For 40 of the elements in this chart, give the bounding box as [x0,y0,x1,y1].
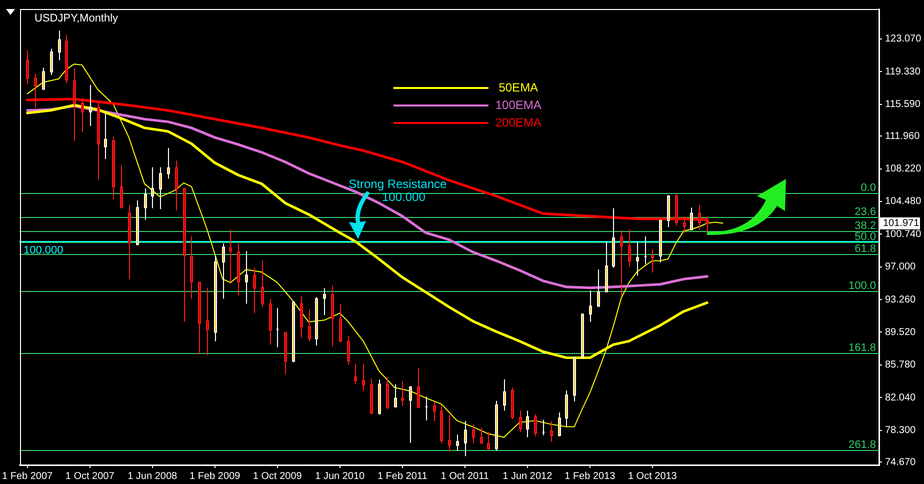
annotation: 23.6 [854,206,876,218]
y-tick-label: 115.590 [885,99,921,110]
text: 200EMA [495,115,542,130]
x-tick-label: 1 Jun 2010 [315,470,366,482]
y-tick-label: 108.220 [885,164,922,175]
x-tick-label: 1 Oct 2013 [628,470,678,482]
y-tick-label: 78.300 [885,425,916,436]
annotation: 61.8 [854,243,876,255]
y-tick-label: 74.670 [885,456,916,468]
annotation: 38.2 [854,220,876,232]
x-tick-label: 1 Oct 2009 [252,470,302,482]
y-tick-label: 82.040 [885,392,916,404]
x-tick-label: 1 Oct 2011 [440,470,490,482]
x-tick-label: 1 Feb 2011 [377,470,428,482]
x-tick-label: 1 Feb 2013 [564,470,616,482]
y-tick-label: 100.740 [885,228,922,240]
annotation: 161.8 [848,342,876,354]
annotation: 261.8 [848,439,876,451]
y-tick-label: 119.330 [885,66,921,78]
annotation: Strong Resistance 100.000 [348,176,448,204]
x-tick-label: 1 Feb 2007 [2,470,54,482]
x-tick-label: 1 Oct 2007 [65,470,115,482]
y-tick-label: 89.520 [885,326,916,338]
x-tick-label: 1 Jun 2012 [502,470,553,482]
annotation: 100.0 [848,280,876,292]
y-tick-label: 85.780 [885,360,916,371]
y-tick-label: 111.960 [885,130,920,142]
chart-title: USDJPY,Monthly [34,12,119,25]
x-tick-label: 1 Jun 2008 [128,470,178,482]
annotation: 101.971 [883,218,920,230]
ref-line-label: 100.000 [24,244,64,256]
y-tick-label: 97.000 [885,262,916,273]
y-tick-label: 104.480 [885,196,922,208]
annotation: 0.0 [860,182,876,194]
y-tick-label: 93.260 [885,294,916,306]
text: 50EMA [498,80,538,94]
y-tick-label: 123.070 [885,34,922,45]
annotation: 50.0 [854,231,876,243]
text: 100EMA [495,98,542,112]
x-tick-label: 1 Feb 2009 [190,470,241,482]
